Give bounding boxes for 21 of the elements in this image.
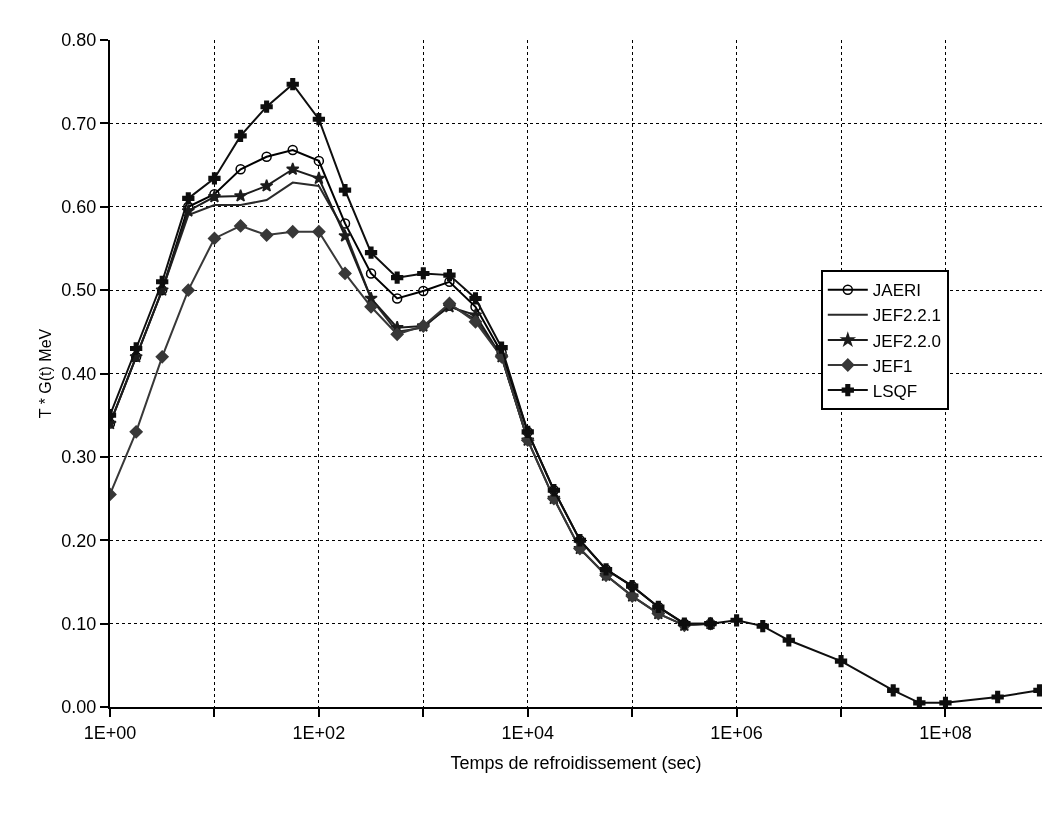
x-tick-label: 1E+04: [501, 722, 555, 743]
y-tick-label: 0.10: [61, 613, 97, 634]
legend-label: JEF2.2.0: [872, 331, 941, 351]
y-tick-label: 0.20: [61, 530, 97, 551]
y-tick-label: 0.60: [61, 197, 97, 218]
x-tick-label: 1E+02: [292, 722, 346, 743]
y-tick-label: 0.00: [61, 697, 97, 718]
legend-label: LSQF: [872, 381, 918, 401]
y-axis-title: T * G(t) MeV: [36, 328, 54, 419]
y-tick-label: 0.50: [61, 280, 97, 301]
legend-label: JEF2.2.1: [872, 306, 941, 326]
x-tick-label: 1E+08: [919, 722, 972, 743]
x-tick-label: 1E+06: [710, 722, 763, 743]
y-tick-label: 0.40: [61, 363, 97, 384]
y-tick-label: 0.80: [61, 30, 97, 51]
x-tick-label: 1E+00: [83, 722, 137, 743]
legend-label: JEF1: [872, 356, 913, 376]
legend-label: JAERI: [872, 281, 921, 301]
x-axis-title: Temps de refroidissement (sec): [450, 753, 702, 774]
y-tick-label: 0.70: [61, 113, 97, 134]
y-tick-label: 0.30: [61, 447, 97, 468]
